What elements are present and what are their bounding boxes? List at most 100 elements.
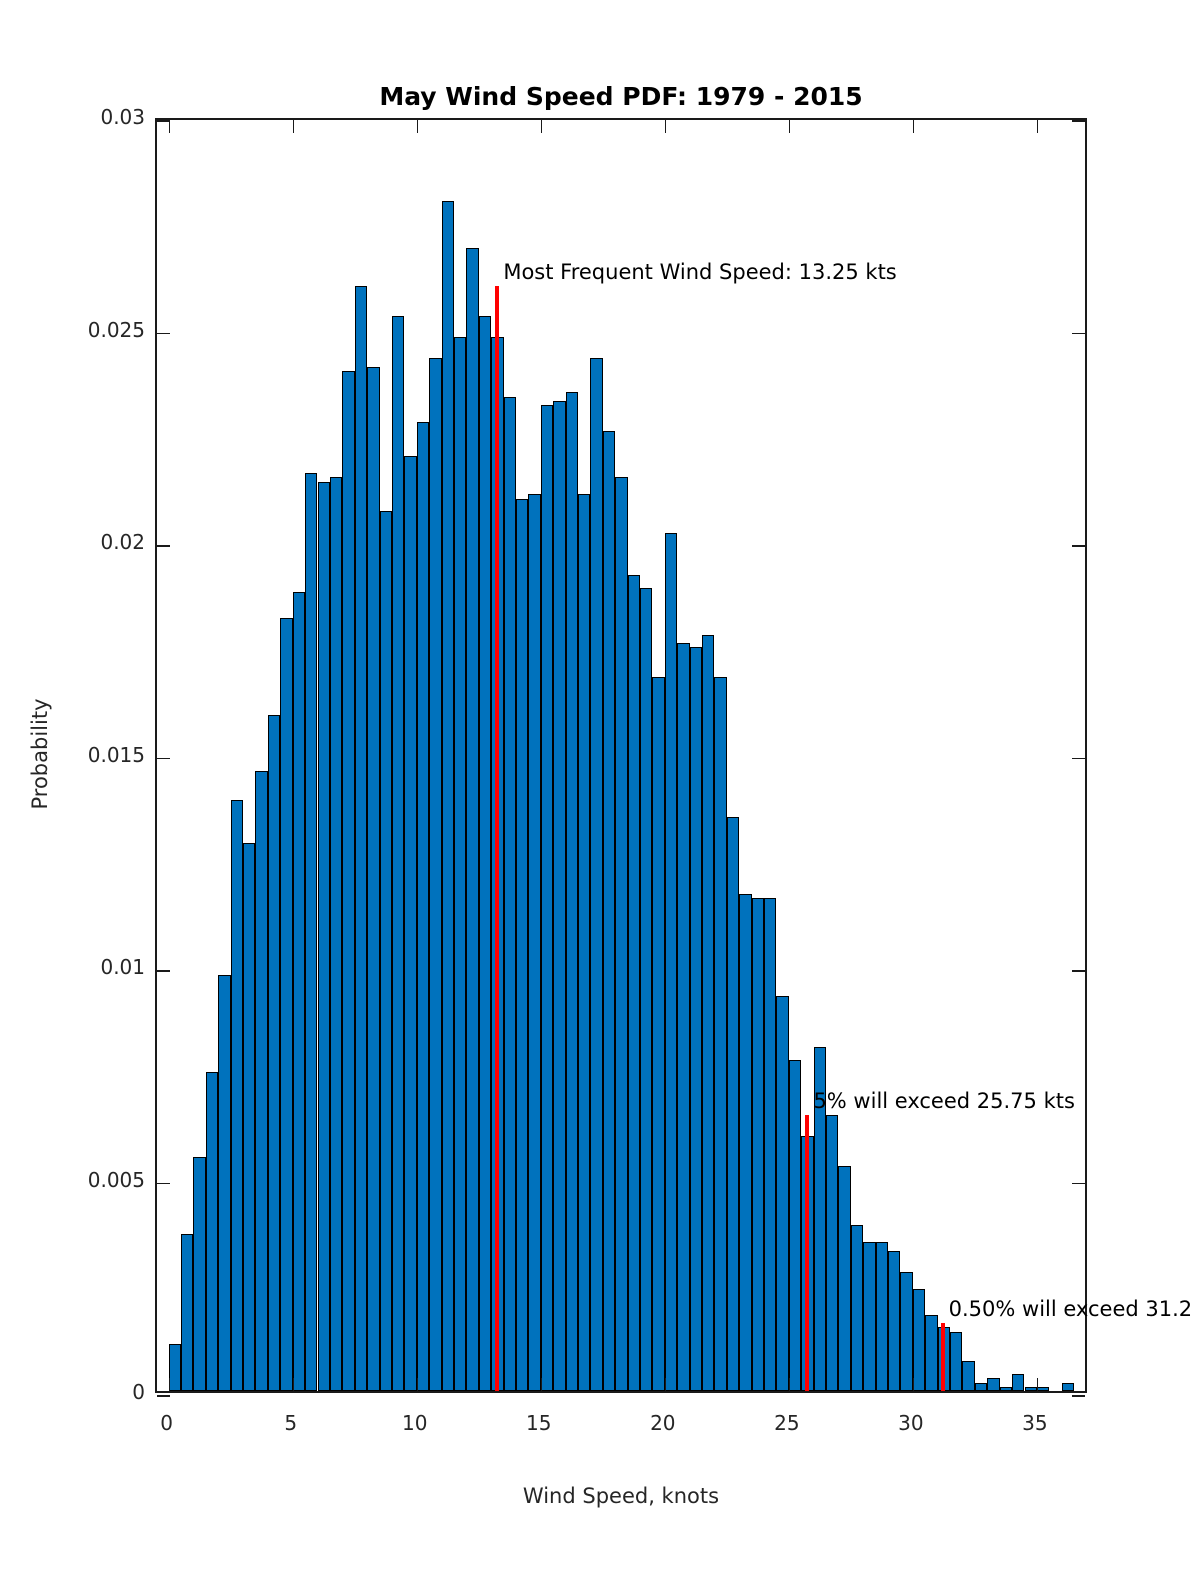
y-axis-tick-right bbox=[1072, 1182, 1085, 1184]
y-axis-tick-right bbox=[1072, 1395, 1085, 1397]
y-axis-tick-right bbox=[1072, 120, 1085, 122]
x-axis-tick-top bbox=[664, 120, 667, 133]
x-axis-tick bbox=[416, 1378, 419, 1391]
y-axis-tick-right bbox=[1072, 545, 1085, 547]
histogram-bar bbox=[255, 770, 268, 1391]
histogram-bar bbox=[181, 1233, 194, 1391]
y-tick-label: 0.025 bbox=[87, 317, 145, 342]
histogram-bar bbox=[317, 481, 330, 1391]
x-axis-tick bbox=[912, 1378, 915, 1391]
histogram-bar bbox=[726, 817, 740, 1391]
x-tick-label: 10 bbox=[401, 1411, 428, 1435]
x-tick-label: 35 bbox=[1022, 1411, 1048, 1435]
y-axis-tick bbox=[157, 545, 170, 547]
histogram-bar bbox=[677, 643, 690, 1391]
histogram-bar bbox=[565, 392, 578, 1391]
y-axis-tick-right bbox=[1072, 757, 1085, 759]
y-tick-label: 0.005 bbox=[87, 1167, 145, 1192]
histogram-bar bbox=[1012, 1374, 1025, 1391]
histogram-bar bbox=[751, 898, 764, 1391]
histogram-bar bbox=[243, 842, 256, 1391]
histogram-bar bbox=[627, 575, 640, 1391]
histogram-bar bbox=[367, 366, 380, 1391]
annotation-label: 5% will exceed 25.75 kts bbox=[813, 1088, 1075, 1113]
x-axis-tick bbox=[788, 1378, 791, 1391]
histogram-bar bbox=[441, 201, 454, 1391]
y-axis-tick-right bbox=[1072, 332, 1085, 334]
histogram-bar bbox=[1061, 1382, 1075, 1391]
histogram-bar bbox=[826, 1114, 839, 1391]
x-axis-tick bbox=[292, 1378, 295, 1391]
histogram-bar bbox=[999, 1386, 1013, 1391]
histogram-bar bbox=[503, 396, 516, 1391]
x-axis-tick-top bbox=[1036, 120, 1039, 133]
x-axis-tick-top bbox=[788, 120, 791, 133]
histogram-bar bbox=[838, 1165, 851, 1391]
histogram-bar bbox=[850, 1225, 864, 1391]
chart-title: May Wind Speed PDF: 1979 - 2015 bbox=[379, 82, 863, 111]
x-axis-tick-top bbox=[912, 120, 915, 133]
annotation-line bbox=[940, 1323, 945, 1391]
x-tick-label: 0 bbox=[160, 1411, 174, 1435]
histogram-bar bbox=[540, 405, 554, 1391]
histogram-bar bbox=[702, 634, 715, 1391]
histogram-bar bbox=[391, 315, 405, 1391]
histogram-bar bbox=[689, 647, 702, 1391]
histogram-bar bbox=[305, 473, 318, 1391]
histogram-bar bbox=[739, 893, 752, 1391]
histogram-bar bbox=[863, 1242, 876, 1391]
annotation-label: 0.50% will exceed 31.2 bbox=[948, 1297, 1193, 1321]
x-axis-label: Wind Speed, knots bbox=[522, 1484, 720, 1508]
histogram-bar bbox=[354, 286, 368, 1391]
histogram-bar bbox=[577, 494, 591, 1391]
y-axis-tick bbox=[157, 757, 170, 759]
x-axis-tick bbox=[540, 1378, 543, 1391]
histogram-bar bbox=[987, 1378, 1000, 1391]
histogram-bar bbox=[553, 400, 566, 1391]
x-axis-tick-top bbox=[168, 120, 171, 133]
histogram-bar bbox=[528, 494, 541, 1391]
histogram-bar bbox=[453, 337, 467, 1391]
y-axis-tick bbox=[157, 1182, 170, 1184]
histogram-bar bbox=[813, 1046, 827, 1391]
annotation-line bbox=[495, 286, 500, 1391]
histogram-bar bbox=[912, 1289, 926, 1391]
x-axis-tick-top bbox=[292, 120, 295, 133]
x-axis-tick-top bbox=[540, 120, 543, 133]
annotation-line bbox=[805, 1114, 810, 1391]
y-axis-tick bbox=[157, 1395, 170, 1397]
histogram-bar bbox=[280, 617, 293, 1391]
histogram-bar bbox=[962, 1361, 975, 1391]
x-tick-label: 5 bbox=[284, 1411, 298, 1435]
histogram-bar bbox=[590, 358, 603, 1391]
x-tick-label: 15 bbox=[526, 1411, 552, 1435]
histogram-bar bbox=[788, 1059, 802, 1391]
histogram-bar bbox=[1036, 1386, 1050, 1391]
histogram-bar bbox=[329, 477, 343, 1391]
histogram-bar bbox=[342, 371, 355, 1391]
histogram-bar bbox=[764, 898, 777, 1391]
histogram-bar bbox=[429, 358, 442, 1391]
y-tick-label: 0.02 bbox=[100, 530, 145, 554]
histogram-bar bbox=[714, 677, 727, 1391]
histogram-bar bbox=[602, 430, 616, 1391]
x-axis-tick bbox=[664, 1378, 667, 1391]
histogram-bar bbox=[639, 587, 653, 1391]
x-tick-label: 20 bbox=[650, 1411, 676, 1435]
histogram-bar bbox=[230, 800, 244, 1391]
histogram-bar bbox=[925, 1314, 938, 1391]
histogram-bar bbox=[168, 1344, 182, 1391]
plot-area bbox=[155, 118, 1087, 1397]
y-axis-tick bbox=[157, 970, 170, 972]
y-axis-tick bbox=[157, 332, 170, 334]
histogram-bar bbox=[515, 498, 529, 1391]
x-tick-label: 30 bbox=[898, 1411, 924, 1435]
histogram-bar bbox=[466, 247, 479, 1391]
x-tick-label: 25 bbox=[774, 1411, 800, 1435]
histogram-bar bbox=[1024, 1386, 1037, 1391]
y-axis-tick-right bbox=[1072, 970, 1085, 972]
histogram-bar bbox=[950, 1331, 963, 1391]
histogram-bar bbox=[404, 456, 417, 1391]
x-axis-tick bbox=[1036, 1378, 1039, 1391]
